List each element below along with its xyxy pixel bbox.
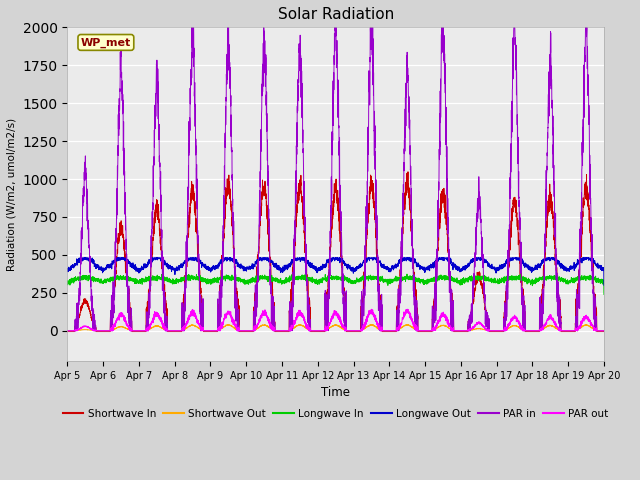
- Longwave Out: [76, 255, 83, 261]
- PAR in: [600, 328, 607, 334]
- Longwave Out: [486, 264, 494, 270]
- Shortwave Out: [600, 328, 607, 334]
- Longwave Out: [316, 266, 323, 272]
- Shortwave Out: [404, 322, 412, 327]
- Longwave Out: [456, 267, 463, 273]
- Line: PAR out: PAR out: [67, 309, 604, 331]
- PAR in: [63, 328, 71, 334]
- Line: Longwave Out: Longwave Out: [67, 258, 604, 285]
- Longwave Out: [63, 267, 71, 273]
- X-axis label: Time: Time: [321, 386, 350, 399]
- Longwave In: [600, 280, 607, 286]
- Longwave Out: [600, 282, 608, 288]
- PAR in: [486, 328, 494, 334]
- PAR in: [426, 328, 434, 334]
- Longwave In: [426, 277, 434, 283]
- Longwave Out: [600, 266, 607, 272]
- PAR out: [456, 328, 463, 334]
- Shortwave In: [160, 275, 168, 280]
- Line: Shortwave Out: Shortwave Out: [67, 324, 604, 331]
- Shortwave Out: [316, 328, 323, 334]
- PAR in: [600, 328, 608, 334]
- PAR out: [368, 306, 376, 312]
- Shortwave In: [316, 329, 323, 335]
- PAR in: [316, 328, 323, 334]
- Longwave In: [456, 278, 463, 284]
- PAR out: [486, 328, 494, 334]
- Longwave In: [301, 271, 309, 277]
- Shortwave Out: [160, 326, 168, 332]
- Shortwave Out: [63, 328, 71, 334]
- Shortwave Out: [486, 328, 494, 334]
- Shortwave In: [63, 329, 71, 335]
- PAR out: [426, 328, 434, 334]
- Longwave In: [486, 278, 494, 284]
- Longwave In: [316, 277, 323, 283]
- Shortwave In: [600, 329, 607, 335]
- Shortwave In: [456, 329, 463, 335]
- Longwave In: [63, 278, 71, 284]
- PAR out: [316, 328, 323, 334]
- PAR out: [600, 328, 608, 334]
- Longwave In: [160, 275, 168, 281]
- Longwave In: [600, 291, 608, 297]
- Line: Longwave In: Longwave In: [67, 274, 604, 294]
- Shortwave In: [404, 169, 412, 175]
- PAR in: [456, 328, 463, 334]
- Longwave Out: [426, 263, 434, 269]
- Line: Shortwave In: Shortwave In: [67, 172, 604, 332]
- Shortwave Out: [600, 328, 608, 334]
- Text: WP_met: WP_met: [81, 37, 131, 48]
- Legend: Shortwave In, Shortwave Out, Longwave In, Longwave Out, PAR in, PAR out: Shortwave In, Shortwave Out, Longwave In…: [58, 404, 612, 423]
- Title: Solar Radiation: Solar Radiation: [278, 7, 394, 22]
- PAR out: [63, 328, 71, 334]
- Shortwave Out: [426, 328, 434, 334]
- Shortwave In: [426, 329, 434, 335]
- Y-axis label: Radiation (W/m2, umol/m2/s): Radiation (W/m2, umol/m2/s): [7, 118, 17, 271]
- PAR in: [188, 24, 196, 30]
- Line: PAR in: PAR in: [67, 27, 604, 331]
- Longwave Out: [160, 258, 168, 264]
- PAR out: [600, 328, 607, 334]
- PAR in: [160, 310, 168, 316]
- Shortwave Out: [456, 328, 463, 334]
- PAR out: [160, 322, 168, 328]
- Shortwave In: [600, 328, 608, 334]
- Shortwave In: [486, 329, 494, 335]
